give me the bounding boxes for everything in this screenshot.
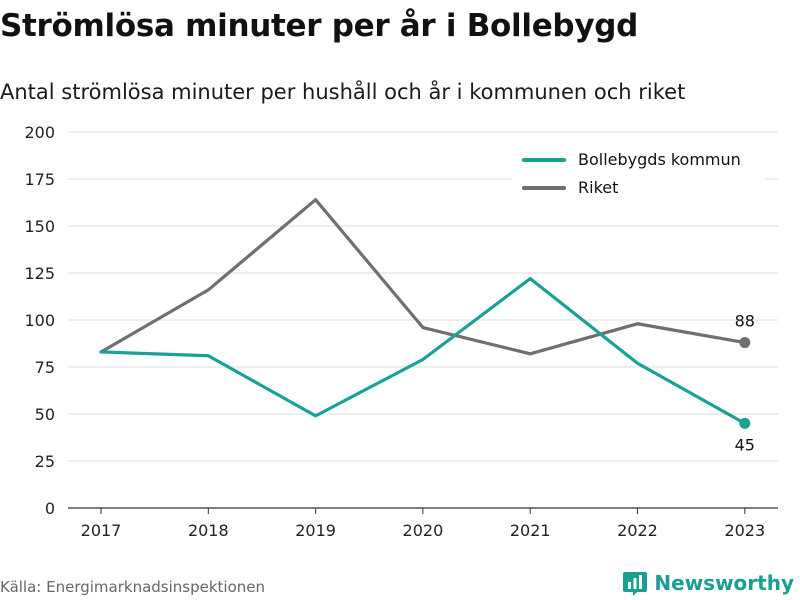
source-note: Källa: Energimarknadsinspektionen — [0, 578, 266, 596]
y-tick-label: 100 — [24, 311, 55, 330]
legend: Bollebygds kommun Riket — [512, 142, 765, 204]
chart-title: Strömlösa minuter per år i Bollebygd — [0, 8, 639, 44]
series-line-riket — [99, 198, 747, 356]
legend-label-riket: Riket — [578, 178, 619, 197]
x-tick-label: 2017 — [81, 521, 122, 540]
y-tick-label: 150 — [24, 217, 55, 236]
end-value-label-riket: 88 — [735, 312, 755, 331]
legend-swatch-bollebygd — [522, 157, 566, 162]
legend-item-bollebygd: Bollebygds kommun — [522, 150, 741, 169]
brand-logo[interactable]: Newsworthy — [622, 570, 794, 596]
chart-subtitle: Antal strömlösa minuter per hushåll och … — [0, 80, 686, 104]
x-tick-label: 2022 — [617, 521, 658, 540]
brand-name: Newsworthy — [654, 571, 794, 595]
y-tick-label: 125 — [24, 264, 55, 283]
y-tick-label: 75 — [35, 358, 55, 377]
end-point-riket — [739, 337, 751, 349]
end-value-label-bollebygd: 45 — [735, 435, 755, 454]
y-tick-label: 175 — [24, 170, 55, 189]
legend-label-bollebygd: Bollebygds kommun — [578, 150, 741, 169]
bar-chart-logo-icon — [623, 572, 648, 596]
x-tick-label: 2018 — [188, 521, 229, 540]
y-tick-label: 200 — [24, 123, 55, 142]
x-tick-label: 2019 — [295, 521, 336, 540]
y-tick-label: 50 — [35, 405, 55, 424]
legend-swatch-riket — [522, 185, 566, 190]
series-line-bollebygd — [99, 277, 747, 425]
end-point-bollebygd — [739, 417, 751, 429]
x-tick-label: 2021 — [510, 521, 551, 540]
y-tick-label: 0 — [45, 499, 55, 518]
y-tick-label: 25 — [35, 452, 55, 471]
x-tick-label: 2023 — [724, 521, 765, 540]
x-tick-label: 2020 — [403, 521, 444, 540]
legend-item-riket: Riket — [522, 178, 618, 197]
